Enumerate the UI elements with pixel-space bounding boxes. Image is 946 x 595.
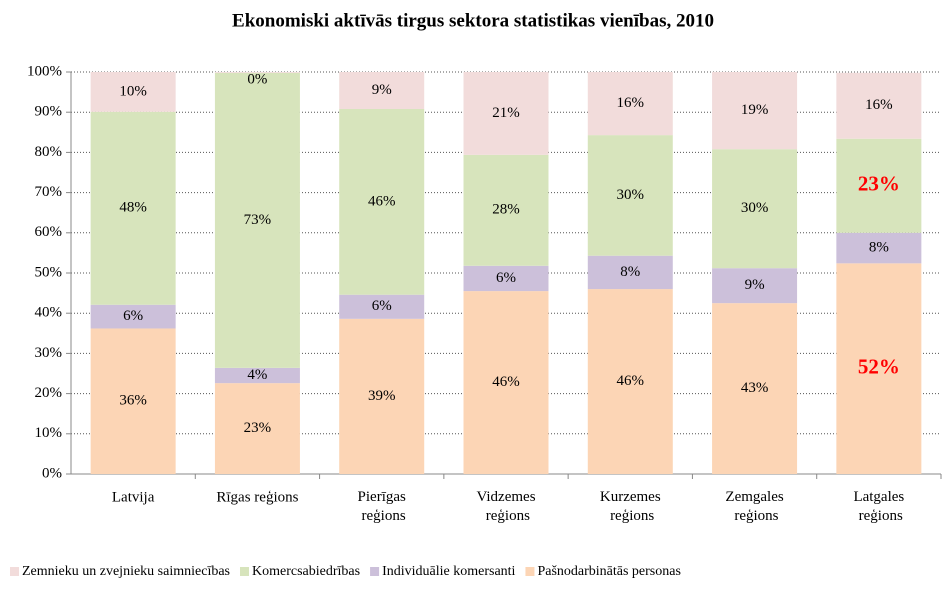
value-label: 39% [368,388,396,404]
value-label: 30% [617,187,645,203]
bar-segment [339,318,425,474]
bar-segment [712,72,798,150]
value-label: 4% [247,367,267,383]
legend-swatch [240,567,249,576]
value-label: 6% [496,270,516,286]
value-label: 48% [119,200,147,216]
x-tick-label: Latgales reģions [853,489,904,524]
value-label: 6% [123,308,143,324]
y-tick-label: 70% [35,184,63,200]
x-tick-label: Vidzemes reģions [476,489,535,524]
bar-segment [214,72,300,368]
y-tick-label: 60% [35,224,63,240]
x-tick-label: Pierīgas reģions [358,489,406,524]
bar-segment [90,304,176,329]
value-label: 8% [869,240,889,256]
y-tick-label: 40% [35,305,63,321]
bar-segment [587,135,673,256]
bar-segment [463,265,549,292]
value-label: 9% [745,277,765,293]
legend-label: Pašnodarbinātās personas [537,564,680,579]
value-label: 19% [741,102,769,118]
value-label: 0% [247,71,267,87]
legend-swatch [370,567,380,576]
y-tick-label: 50% [35,264,63,280]
y-tick-label: 100% [27,63,62,79]
bar-segment [90,328,176,474]
value-label: 52% [858,354,900,378]
bar-segment [339,72,425,109]
legend-label: Zemnieku un zvejnieku saimniecības [22,564,230,579]
value-label: 73% [244,212,272,228]
bar-segment [339,294,425,319]
value-label: 8% [620,264,640,280]
legend-label: Individuālie komersanti [382,564,515,579]
bar-segment [836,232,922,264]
legend-swatch [525,567,535,576]
legend-swatch [10,567,19,576]
y-tick-label: 20% [35,385,63,401]
value-label: 16% [865,97,893,113]
x-tick-label: Zemgales reģions [725,489,783,524]
bar-segment [836,72,922,139]
bar-segment [339,108,425,295]
bar-segment [712,149,798,269]
value-label: 46% [368,193,396,209]
value-label: 46% [617,373,645,389]
bar-segment [587,289,673,474]
bar-segment [712,303,798,474]
value-label: 9% [372,82,392,98]
value-label: 6% [372,298,392,314]
value-label: 16% [617,95,645,111]
value-label: 21% [492,105,520,121]
bar-segment [463,291,549,474]
x-tick-label: Kurzemes reģions [600,489,661,524]
value-label: 36% [119,393,147,409]
legend-label: Komercsabiedrības [252,564,360,579]
x-tick-label: Latvija [112,489,155,505]
value-label: 43% [741,380,769,396]
value-label: 28% [492,202,520,218]
bar-segment [463,154,549,266]
value-label: 23% [244,420,272,436]
bar-segment [214,72,300,73]
y-tick-label: 0% [42,465,62,481]
y-tick-label: 90% [35,104,63,120]
bar-segment [463,72,549,155]
value-label: 10% [119,83,147,99]
bar-segment [587,72,673,136]
value-label: 46% [492,374,520,390]
bar-segment [90,72,176,112]
bar-segment [587,255,673,290]
bar-segment [214,367,300,384]
y-tick-label: 10% [35,425,63,441]
chart-title: Ekonomiski aktīvās tirgus sektora statis… [232,10,714,31]
y-tick-label: 30% [35,345,63,361]
value-label: 30% [741,200,769,216]
bar-segment [836,263,922,474]
bar-segment [836,138,922,233]
bar-segment [214,383,300,474]
bar-segment [712,268,798,304]
bar-segment [90,111,176,305]
y-tick-label: 80% [35,144,63,160]
x-tick-label: Rīgas reģions [216,489,298,505]
value-label: 23% [858,172,900,196]
